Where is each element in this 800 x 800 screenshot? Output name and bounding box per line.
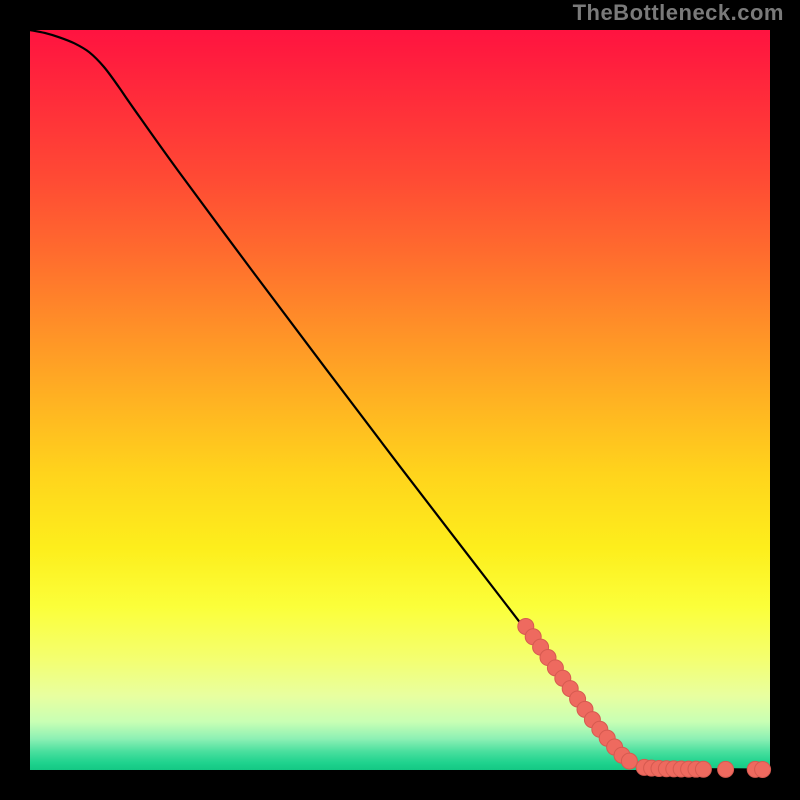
chart-svg <box>0 0 800 800</box>
curve-marker <box>621 753 637 769</box>
watermark-text: TheBottleneck.com <box>573 0 784 26</box>
plot-background <box>30 30 770 770</box>
curve-marker <box>695 761 711 777</box>
curve-marker <box>718 761 734 777</box>
chart-container: TheBottleneck.com <box>0 0 800 800</box>
curve-marker <box>755 761 771 777</box>
